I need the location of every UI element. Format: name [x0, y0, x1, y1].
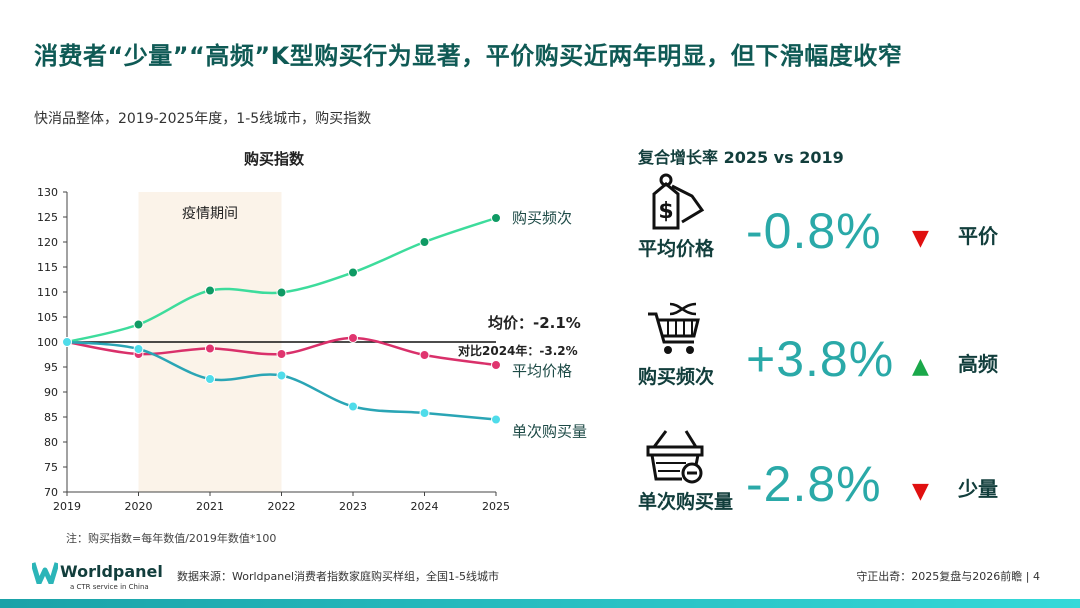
shaded-region-label: 疫情期间: [182, 206, 238, 222]
data-point: [348, 333, 358, 343]
metric-label: 单次购买量: [638, 491, 734, 513]
chart-title: 购买指数: [244, 150, 305, 168]
data-point: [62, 337, 72, 347]
x-tick-label: 2021: [196, 500, 224, 513]
data-point: [133, 344, 144, 354]
x-tick-label: 2022: [268, 500, 296, 513]
series-label: 单次购买量: [512, 423, 587, 441]
arrow-down-icon: ▼: [912, 479, 929, 504]
metric-label: 平均价格: [638, 238, 715, 260]
metric-value: -0.8%: [746, 203, 882, 259]
y-tick-label: 70: [44, 486, 58, 499]
y-tick-label: 125: [37, 211, 58, 224]
data-point: [133, 319, 144, 330]
data-point: [348, 401, 358, 412]
data-point: [276, 287, 287, 298]
avg-price-annotation: 均价：-2.1%: [488, 314, 581, 332]
y-tick-label: 80: [44, 436, 58, 449]
metric-volume: 单次购买量 -2.8% ▼ 少量: [636, 425, 1056, 535]
metric-value: -2.8%: [746, 456, 882, 512]
arrow-up-icon: ▲: [912, 354, 929, 379]
shopping-cart-icon: [648, 302, 700, 354]
vs-2024-annotation: 对比2024年：-3.2%: [458, 343, 578, 358]
svg-text:$: $: [658, 199, 673, 224]
metric-tag: 少量: [958, 477, 998, 501]
x-tick-label: 2020: [125, 500, 153, 513]
x-tick-label: 2019: [53, 500, 81, 513]
cagr-title: 复合增长率 2025 vs 2019: [638, 148, 844, 167]
x-tick-label: 2023: [339, 500, 367, 513]
y-tick-label: 85: [44, 411, 58, 424]
price-tag-icon: $: [652, 173, 705, 230]
metric-value: +3.8%: [746, 331, 895, 387]
logo-subtext: a CTR service in China: [70, 583, 149, 591]
data-source: 数据来源：Worldpanel消费者指数家庭购买样组，全国1-5线城市: [177, 570, 500, 583]
y-tick-label: 115: [37, 261, 58, 274]
arrow-down-icon: ▼: [912, 226, 929, 251]
data-point: [205, 285, 215, 296]
metric-tag: 高频: [958, 352, 998, 376]
metric-label: 购买频次: [638, 366, 715, 388]
worldpanel-logo-icon: [32, 562, 58, 584]
metric-avg-price: $ 平均价格 -0.8% ▼ 平价: [636, 172, 1056, 282]
x-tick-label: 2025: [482, 500, 510, 513]
y-tick-label: 95: [44, 361, 58, 374]
data-point: [348, 267, 358, 278]
y-tick-label: 110: [37, 286, 58, 299]
metric-frequency: 购买频次 +3.8% ▲ 高频: [636, 300, 1056, 410]
series-label: 平均价格: [512, 362, 572, 380]
data-point: [419, 350, 430, 360]
data-point: [491, 414, 501, 425]
y-tick-label: 100: [37, 336, 58, 349]
page-title: 消费者“少量”“高频”K型购买行为显著，平价购买近两年明显，但下滑幅度收窄: [34, 42, 903, 70]
page-subtitle: 快消品整体，2019-2025年度，1-5线城市，购买指数: [34, 111, 372, 127]
data-point: [205, 343, 215, 354]
logo-text: Worldpanel: [60, 562, 163, 581]
y-tick-label: 120: [37, 236, 58, 249]
series-label: 购买频次: [512, 209, 572, 227]
data-point: [276, 370, 287, 381]
data-point: [276, 349, 287, 359]
data-point: [491, 360, 501, 370]
data-point: [491, 213, 501, 223]
basket-minus-icon: [646, 430, 704, 484]
x-tick-label: 2024: [411, 500, 439, 513]
footer-bar: [0, 599, 1080, 608]
chart-note: 注：购买指数=每年数值/2019年数值*100: [66, 532, 277, 545]
y-tick-label: 75: [44, 461, 58, 474]
page-info: 守正出奇：2025复盘与2026前瞻 | 4: [856, 570, 1040, 583]
y-tick-label: 90: [44, 386, 58, 399]
y-tick-label: 105: [37, 311, 58, 324]
data-point: [419, 237, 430, 247]
y-tick-label: 130: [37, 186, 58, 199]
data-point: [419, 408, 430, 418]
purchase-index-chart: 疫情期间 70 75 80 85 90 95 100 105 110 115 120 125 130 201…: [37, 186, 587, 513]
metric-tag: 平价: [958, 224, 998, 248]
data-point: [205, 374, 215, 384]
